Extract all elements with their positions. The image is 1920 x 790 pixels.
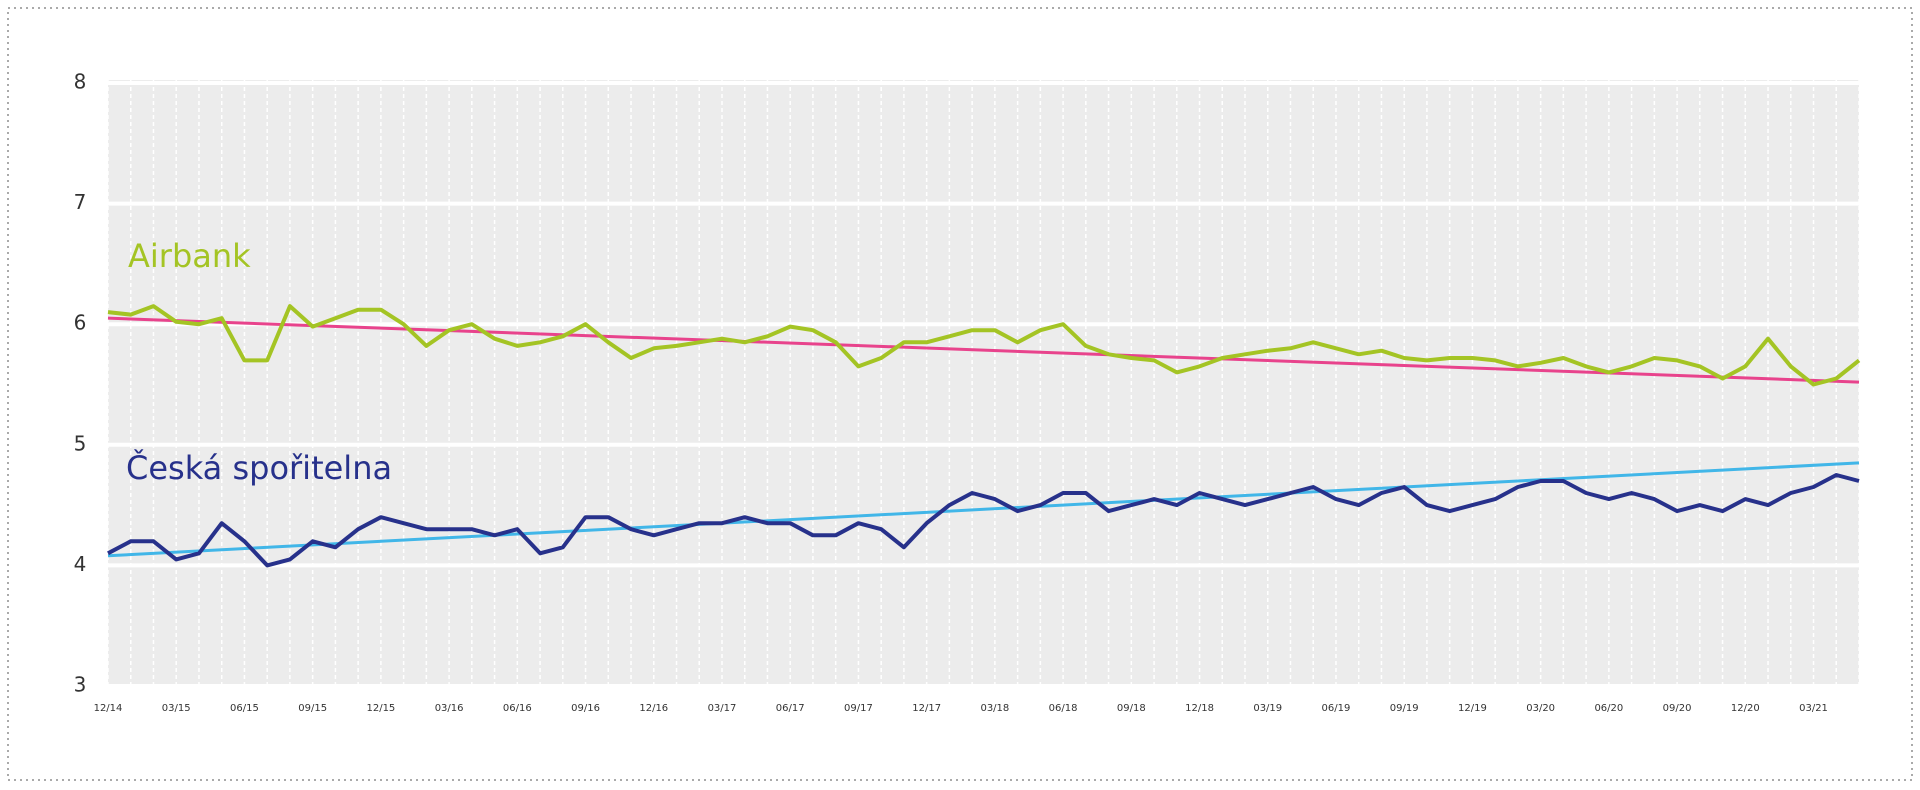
trend-line [107, 461, 1860, 558]
x-tick-label: 12/17 [912, 703, 941, 714]
x-tick-label: 06/20 [1594, 703, 1623, 714]
y-tick-label: 7 [74, 190, 87, 214]
x-tick-label: 06/16 [503, 703, 532, 714]
y-tick-label: 8 [74, 70, 87, 94]
x-tick-label: 06/18 [1049, 703, 1078, 714]
x-tick-label: 06/17 [776, 703, 805, 714]
x-tick-label: 03/21 [1799, 703, 1828, 714]
x-tick-label: 09/20 [1663, 703, 1692, 714]
x-tick-label: 12/20 [1731, 703, 1760, 714]
x-tick-label: 09/17 [844, 703, 873, 714]
x-tick-label: 09/16 [571, 703, 600, 714]
x-tick-label: 06/15 [230, 703, 259, 714]
x-tick-label: 09/19 [1390, 703, 1419, 714]
x-tick-label: 03/18 [980, 703, 1009, 714]
x-tick-label: 09/18 [1117, 703, 1146, 714]
series-line [107, 304, 1861, 387]
trend-line [107, 316, 1860, 384]
x-tick-label: 06/19 [1322, 703, 1351, 714]
y-tick-label: 3 [74, 673, 87, 697]
x-tick-label: 03/19 [1253, 703, 1282, 714]
x-tick-label: 03/20 [1526, 703, 1555, 714]
plot-area [108, 80, 1859, 686]
x-tick-label: 12/18 [1185, 703, 1214, 714]
x-tick-label: 12/14 [94, 703, 123, 714]
x-tick-label: 03/17 [708, 703, 737, 714]
series-line [107, 473, 1860, 568]
y-tick-label: 5 [74, 431, 87, 455]
y-tick-label: 6 [74, 311, 87, 335]
x-tick-label: 12/16 [639, 703, 668, 714]
y-tick-label: 4 [74, 552, 87, 576]
series-label: Airbank [128, 237, 251, 275]
x-tick-label: 12/15 [366, 703, 395, 714]
series-label: Česká spořitelna [126, 448, 392, 487]
x-tick-label: 12/19 [1458, 703, 1487, 714]
x-tick-label: 03/16 [435, 703, 464, 714]
x-tick-label: 09/15 [298, 703, 327, 714]
x-tick-label: 03/15 [162, 703, 191, 714]
